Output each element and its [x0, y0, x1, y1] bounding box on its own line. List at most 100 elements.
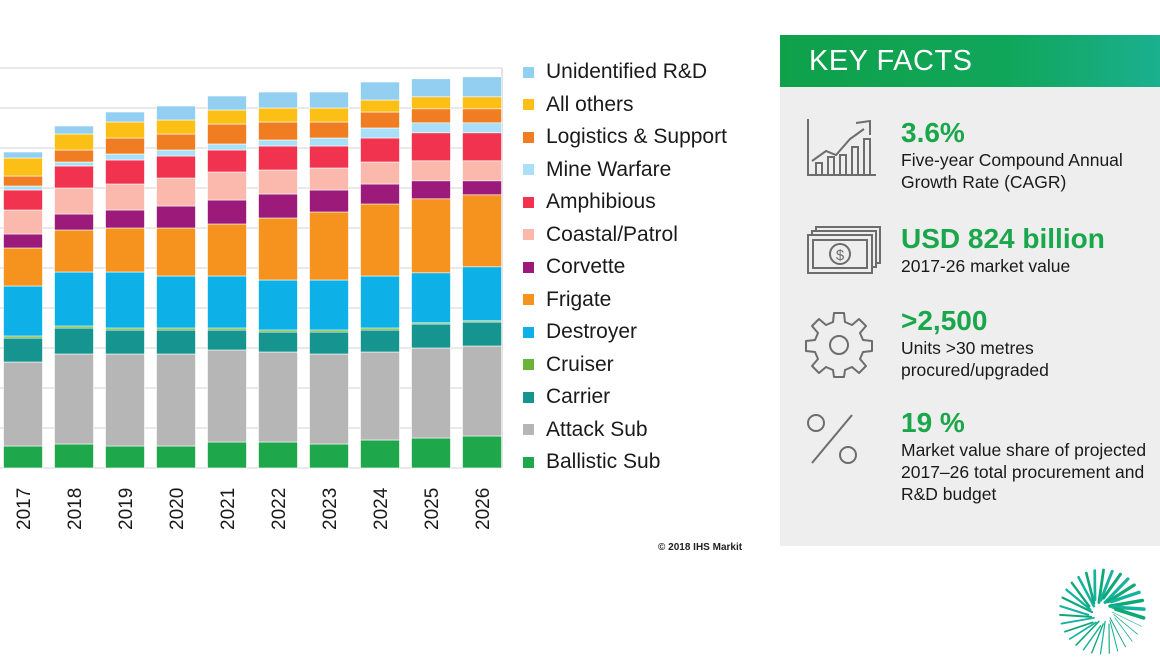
- logo-ray: [1111, 611, 1142, 627]
- bar-segment: [207, 349, 247, 443]
- bar-segment: [207, 171, 247, 201]
- bar-segment: [3, 361, 43, 447]
- logo-ray: [1059, 613, 1093, 618]
- chart-legend: Unidentified R&D All others Logistics & Su…: [523, 56, 727, 479]
- bar-segment: [156, 133, 196, 151]
- bar-segment: [156, 445, 196, 469]
- bar-segment: [207, 223, 247, 277]
- x-tick-label: 2021: [218, 488, 239, 530]
- stacked-bar-chart: 2017 2018 2019 2020 2021 2022 2023 2024 2025 2026: [0, 67, 503, 530]
- bar-segment: [258, 331, 298, 353]
- logo-ray: [1084, 571, 1096, 605]
- logo-ray: [1109, 590, 1141, 604]
- bar-segment: [207, 95, 247, 111]
- bar-segment: [3, 445, 43, 469]
- bar-segment: [258, 91, 298, 109]
- logo-ray: [1091, 623, 1104, 654]
- legend-item: Carrier: [523, 381, 727, 414]
- bar-segment: [3, 151, 43, 159]
- bar-segment: [105, 227, 145, 273]
- bar-segment: [156, 205, 196, 229]
- bar-segment: [411, 272, 451, 324]
- logo-ray: [1065, 588, 1092, 611]
- legend-swatch: [523, 391, 534, 403]
- bar-segment: [309, 443, 349, 469]
- legend-swatch: [523, 196, 534, 208]
- bar-segment: [309, 189, 349, 213]
- gear-icon: [805, 312, 873, 378]
- logo-ray: [1070, 581, 1091, 608]
- logo-ray: [1103, 577, 1130, 605]
- logo-ray: [1064, 621, 1094, 633]
- x-tick-label: 2020: [167, 488, 188, 530]
- legend-swatch: [523, 261, 534, 273]
- bar-segment: [258, 121, 298, 141]
- bar-segment: [462, 96, 502, 110]
- bar-segment: [258, 145, 298, 171]
- bar-segment: [105, 183, 145, 211]
- logo-ray: [1113, 607, 1146, 620]
- bar-segment: [105, 137, 145, 155]
- fact-desc-line: Market value share of projected: [901, 440, 1147, 460]
- legend-label: Carrier: [546, 385, 611, 409]
- legend-item: Frigate: [523, 284, 727, 317]
- bar-segment: [207, 143, 247, 151]
- bar-segment: [411, 132, 451, 162]
- bar-segment: [54, 443, 94, 469]
- bar-segment: [207, 441, 247, 469]
- bar-segment: [156, 155, 196, 179]
- bar-segment: [156, 275, 196, 329]
- bar-segment: [309, 107, 349, 123]
- legend-label: Corvette: [546, 255, 626, 279]
- legend-label: Mine Warfare: [546, 157, 672, 181]
- bar-segment: [54, 125, 94, 135]
- bar-segment: [156, 105, 196, 121]
- percent-icon: [807, 414, 857, 464]
- bar-segment: [3, 209, 43, 235]
- bar-segment: [156, 329, 196, 355]
- bar-segment: [309, 279, 349, 331]
- bar-segment: [309, 145, 349, 169]
- money-stack-icon: $: [807, 226, 881, 274]
- bar-segment: [207, 123, 247, 145]
- bar-segment: [105, 121, 145, 139]
- bar-segment: [411, 160, 451, 182]
- legend-label: All others: [546, 92, 634, 116]
- bar-segment: [360, 183, 400, 205]
- bar-segment: [360, 137, 400, 163]
- x-tick-label: 2022: [269, 488, 290, 530]
- bar-segment: [258, 169, 298, 195]
- growth-chart-icon: [807, 119, 876, 176]
- legend-label: Logistics & Support: [546, 125, 727, 149]
- legend-swatch: [523, 359, 534, 371]
- logo-ray: [1068, 621, 1097, 640]
- legend-item: Cruiser: [523, 349, 727, 382]
- logo-ray: [1099, 620, 1106, 655]
- logo-ray: [1075, 620, 1100, 646]
- bar-segment: [54, 133, 94, 151]
- bar-segment: [309, 137, 349, 147]
- bar-segment: [54, 187, 94, 215]
- bar-segment: [54, 353, 94, 445]
- logo-ray: [1114, 617, 1133, 642]
- logo-ray: [1060, 616, 1095, 625]
- legend-item: Logistics & Support: [523, 121, 727, 154]
- bar-segment: [360, 111, 400, 129]
- legend-item: Amphibious: [523, 186, 727, 219]
- bar-segment: [411, 108, 451, 124]
- bar-segment: [462, 321, 502, 347]
- bar-segment: [309, 167, 349, 191]
- bar-segment: [3, 189, 43, 211]
- bar-segment: [156, 149, 196, 157]
- legend-label: Frigate: [546, 287, 612, 311]
- bar-segment: [462, 108, 502, 124]
- bar-segment: [462, 345, 502, 437]
- legend-label: Unidentified R&D: [546, 60, 708, 84]
- bar-segment: [411, 96, 451, 110]
- bar-segment: [54, 213, 94, 231]
- bar-segment: [207, 329, 247, 351]
- bar-segment: [309, 121, 349, 139]
- bar-segment: [156, 177, 196, 207]
- logo-ray: [1108, 598, 1145, 608]
- bar-segment: [309, 211, 349, 281]
